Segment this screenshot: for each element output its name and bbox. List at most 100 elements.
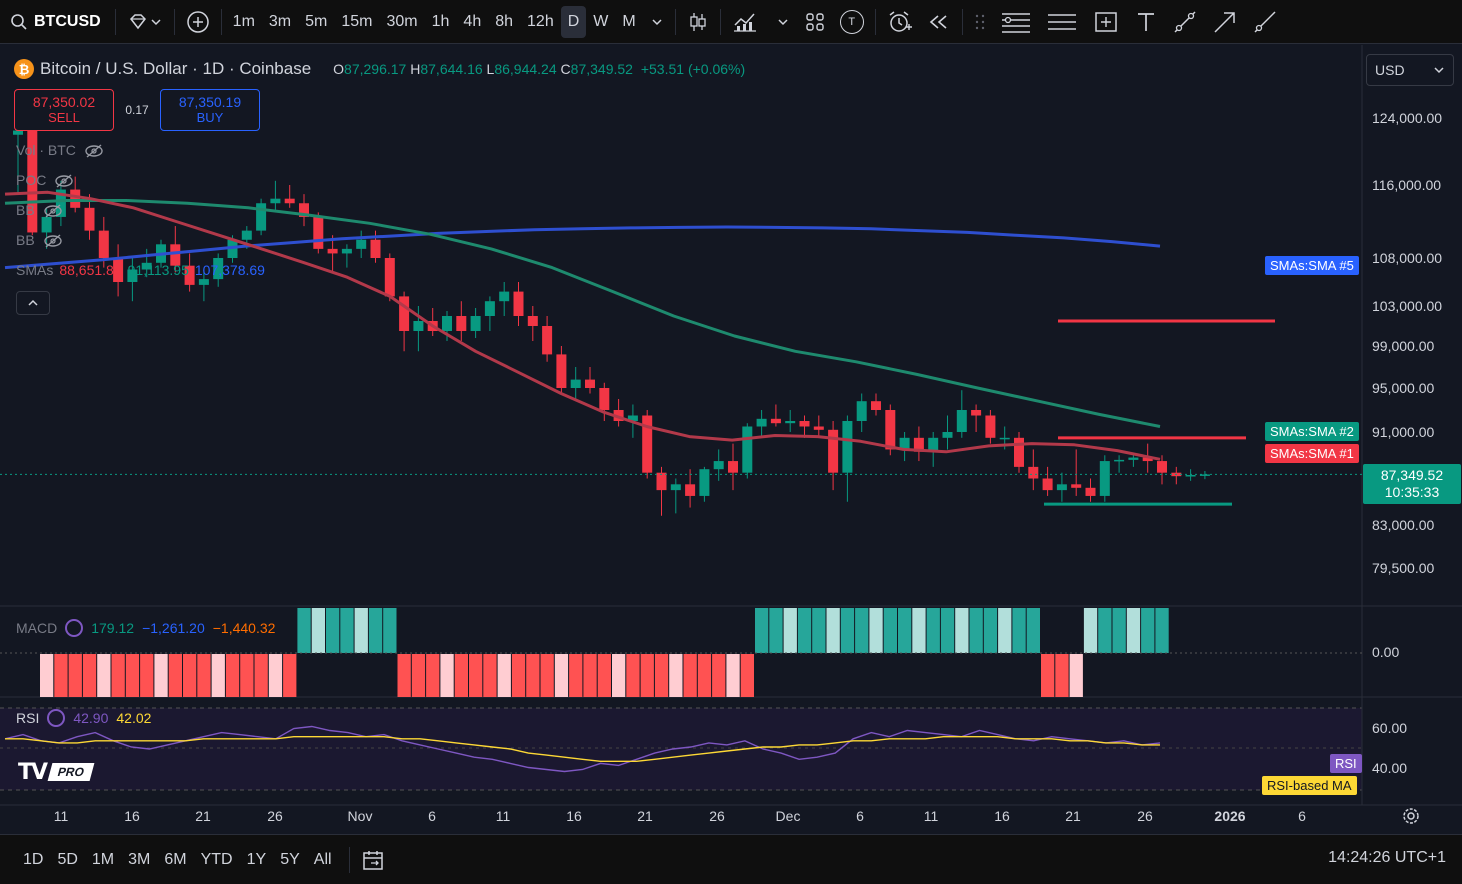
- buy-label: BUY: [196, 110, 224, 125]
- macd-hist-bar: [626, 654, 640, 697]
- range-3m[interactable]: 3M: [128, 850, 151, 868]
- macd-hist-bar: [926, 608, 940, 653]
- drawing-tool-fib[interactable]: [993, 6, 1039, 38]
- ray-tool[interactable]: [1245, 6, 1285, 38]
- time-axis-label: 6: [1298, 808, 1306, 824]
- chart-type-button[interactable]: [680, 6, 716, 38]
- tradingview-logo[interactable]: TV PRO: [18, 759, 95, 785]
- price-axis-label: 83,000.00: [1372, 517, 1435, 533]
- candle-body: [885, 410, 896, 450]
- timeframe-4h[interactable]: 4h: [463, 12, 482, 30]
- indicator-bb-1[interactable]: BB: [16, 202, 63, 218]
- candle-body: [84, 207, 95, 231]
- macd-hist-bar: [898, 608, 912, 653]
- range-5d[interactable]: 5D: [57, 850, 78, 868]
- range-all[interactable]: All: [313, 850, 332, 868]
- timeframe-3m[interactable]: 3m: [268, 12, 292, 30]
- candle-body: [70, 189, 81, 208]
- trend-line-tool[interactable]: [1165, 6, 1205, 38]
- ohlc-values: O87,296.17 H87,644.16 L86,944.24 C87,349…: [333, 61, 745, 77]
- rsi-band: [0, 708, 1362, 790]
- macd-hist-bar: [154, 654, 168, 697]
- symbol-search[interactable]: BTCUSD: [0, 6, 111, 38]
- candle-body: [699, 469, 710, 496]
- timeframe-more-button[interactable]: [643, 6, 671, 38]
- time-axis-label: 11: [53, 808, 69, 824]
- candle-body: [198, 279, 209, 285]
- separator: [348, 846, 350, 873]
- candle-body: [1042, 478, 1053, 491]
- range-ytd[interactable]: YTD: [200, 850, 233, 868]
- sma2-value: 91,113.95: [127, 262, 189, 278]
- macd-hist-bar: [869, 608, 883, 653]
- timeframe-5m[interactable]: 5m: [305, 12, 328, 30]
- range-1d[interactable]: 1D: [23, 850, 44, 868]
- range-6m[interactable]: 6M: [164, 850, 187, 868]
- timeframe-m[interactable]: M: [622, 12, 636, 30]
- indicator-bb-2[interactable]: BB: [16, 232, 63, 248]
- drawing-tool-frame[interactable]: [1085, 6, 1127, 38]
- candle-body: [141, 262, 152, 270]
- add-symbol-button[interactable]: [179, 6, 217, 38]
- chart-canvas[interactable]: [0, 45, 1462, 832]
- alert-button[interactable]: [880, 6, 920, 38]
- range-1y[interactable]: 1Y: [246, 850, 267, 868]
- replay-button[interactable]: [920, 6, 958, 38]
- candle-body: [313, 216, 324, 249]
- trade-account-button[interactable]: T: [833, 6, 871, 38]
- candle-body: [270, 198, 281, 204]
- eye-off-icon[interactable]: [54, 173, 74, 188]
- close-key: C: [560, 61, 571, 77]
- candle-body: [742, 426, 753, 473]
- eye-off-icon[interactable]: [43, 203, 63, 218]
- timeframe-12h[interactable]: 12h: [527, 12, 554, 30]
- timeframe-8h[interactable]: 8h: [495, 12, 514, 30]
- candle-body: [284, 198, 295, 204]
- macd-legend[interactable]: MACD 179.12 −1,261.20 −1,440.32: [16, 619, 275, 637]
- compare-button[interactable]: [120, 6, 170, 38]
- range-5y[interactable]: 5Y: [280, 850, 300, 868]
- drawing-tool-lines[interactable]: [1039, 6, 1085, 38]
- separator: [173, 8, 175, 35]
- indicator-vol[interactable]: Vol · BTC: [16, 142, 104, 158]
- candle-body: [1142, 457, 1153, 462]
- macd-hist-bar: [82, 654, 97, 697]
- arrow-tool[interactable]: [1205, 6, 1245, 38]
- eye-off-icon[interactable]: [84, 143, 104, 158]
- drag-handle-icon[interactable]: [967, 13, 993, 31]
- layout-button[interactable]: [797, 6, 833, 38]
- macd-hist-bar: [40, 654, 54, 697]
- clock[interactable]: 14:24:26 UTC+1: [1328, 849, 1446, 866]
- timeframe-1m[interactable]: 1m: [232, 12, 255, 30]
- timeframe-30m[interactable]: 30m: [386, 12, 418, 30]
- tv-mark: TV: [18, 759, 48, 785]
- timeframe-1h[interactable]: 1h: [431, 12, 450, 30]
- price-axis-label: 95,000.00: [1372, 380, 1435, 396]
- range-1m[interactable]: 1M: [91, 850, 115, 868]
- indicators-button[interactable]: [725, 6, 797, 38]
- buy-button[interactable]: 87,350.19 BUY: [160, 89, 260, 131]
- macd-hist-bar: [755, 608, 769, 653]
- sma1-line: [4, 190, 1161, 461]
- indicator-poc-label: POC: [16, 172, 47, 188]
- time-axis-label: Dec: [775, 808, 801, 824]
- chart-area[interactable]: ₿ Bitcoin / U.S. Dollar · 1D · Coinbase …: [0, 45, 1462, 832]
- buy-price: 87,350.19: [178, 94, 242, 110]
- eye-off-icon[interactable]: [43, 233, 63, 248]
- date-range-button[interactable]: [354, 844, 392, 876]
- sell-button[interactable]: 87,350.02 SELL: [14, 89, 114, 131]
- indicator-poc[interactable]: POC: [16, 172, 74, 188]
- last-price-tag: 87,349.52 10:35:33: [1363, 464, 1461, 504]
- rsi-legend[interactable]: RSI 42.90 42.02: [16, 709, 151, 727]
- symbol-title[interactable]: Bitcoin / U.S. Dollar · 1D · Coinbase: [40, 59, 312, 78]
- macd-hist-bar: [183, 654, 197, 697]
- timeframe-15m[interactable]: 15m: [341, 12, 373, 30]
- candle-body: [527, 316, 538, 326]
- sma-legend[interactable]: SMAs 88,651.85 91,113.95 107,378.69: [16, 262, 265, 278]
- collapse-legend-button[interactable]: [16, 291, 50, 315]
- timeframe-w[interactable]: W: [593, 12, 609, 30]
- timeframe-d[interactable]: D: [560, 5, 587, 38]
- currency-select[interactable]: USD: [1366, 54, 1454, 86]
- gear-icon[interactable]: [1400, 805, 1422, 827]
- text-tool-button[interactable]: [1127, 6, 1165, 38]
